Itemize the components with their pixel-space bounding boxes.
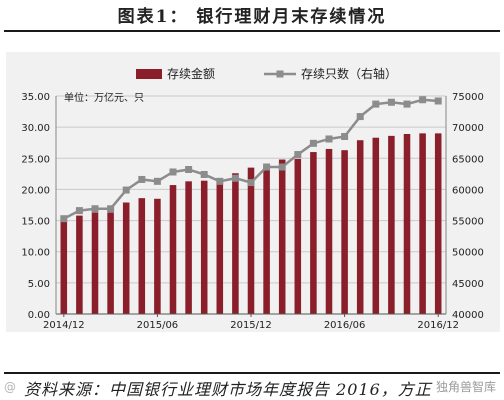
amount-bar bbox=[107, 212, 114, 314]
amount-bar bbox=[294, 158, 302, 314]
count-marker bbox=[372, 100, 380, 108]
y-right-tick-label: 60000 bbox=[452, 185, 484, 196]
legend: 存续金额 存续只数（右轴） bbox=[136, 66, 397, 81]
x-tick-label: 2015/06 bbox=[137, 320, 179, 331]
amount-bar bbox=[403, 133, 411, 314]
count-marker bbox=[263, 163, 271, 171]
count-marker bbox=[60, 215, 68, 223]
count-marker bbox=[153, 177, 161, 185]
amount-bar bbox=[434, 133, 442, 314]
amount-bar bbox=[91, 212, 99, 314]
x-tick-label: 2016/12 bbox=[417, 320, 459, 331]
y-left-tick-label: 10.00 bbox=[21, 248, 50, 259]
y-left-tick-label: 15.00 bbox=[21, 217, 50, 228]
y-right-tick-label: 70000 bbox=[452, 123, 484, 134]
legend-line-marker bbox=[276, 70, 284, 78]
y-right-tick-label: 65000 bbox=[452, 154, 484, 165]
amount-bar bbox=[232, 173, 239, 314]
count-line bbox=[60, 96, 442, 223]
legend-line-label: 存续只数（右轴） bbox=[301, 66, 397, 81]
y-left-tick-label: 20.00 bbox=[21, 185, 50, 196]
combo-chart: 0.00 5.00 10.00 15.00 20.00 25.00 30.00 35.00 40… bbox=[21, 66, 483, 331]
amount-bar bbox=[372, 137, 380, 314]
count-marker bbox=[107, 205, 115, 213]
x-tick-label: 2016/06 bbox=[324, 320, 366, 331]
count-marker bbox=[200, 170, 208, 178]
amount-bar bbox=[247, 167, 255, 314]
x-tick-label: 2014/12 bbox=[43, 320, 85, 331]
y-left-tick-label: 35.00 bbox=[21, 92, 50, 103]
amount-bar bbox=[185, 181, 192, 314]
y-left-tick-label: 0.00 bbox=[28, 310, 50, 321]
amount-bar bbox=[356, 140, 364, 314]
amount-bar bbox=[60, 220, 68, 314]
count-marker bbox=[91, 205, 99, 213]
y-right-tick-label: 45000 bbox=[452, 279, 484, 290]
amount-bar bbox=[138, 198, 146, 314]
count-marker bbox=[294, 151, 302, 159]
count-marker bbox=[403, 100, 411, 108]
source-divider bbox=[4, 372, 500, 374]
unit-note: 单位：万亿元、只 bbox=[64, 91, 144, 104]
count-marker bbox=[434, 97, 442, 105]
legend-bar-label: 存续金额 bbox=[167, 66, 215, 81]
amount-bar bbox=[154, 198, 161, 314]
count-marker bbox=[138, 175, 146, 183]
amount-bar bbox=[216, 180, 224, 314]
y-right-tick-label: 40000 bbox=[452, 310, 484, 321]
amount-bar bbox=[278, 159, 286, 314]
count-marker bbox=[169, 168, 177, 176]
y-right-tick-label: 55000 bbox=[452, 217, 484, 228]
amount-bar bbox=[169, 185, 177, 314]
amount-bar bbox=[122, 202, 130, 314]
axes: 0.00 5.00 10.00 15.00 20.00 25.00 30.00 35.00 40… bbox=[21, 92, 483, 331]
amount-bar bbox=[76, 215, 83, 314]
amount-bar bbox=[325, 148, 333, 314]
y-left-tick-label: 5.00 bbox=[28, 279, 50, 290]
count-marker bbox=[325, 135, 333, 143]
count-marker bbox=[419, 96, 427, 104]
watermark: 独角兽智库 bbox=[435, 380, 496, 394]
figure-title: 图表1： 银行理财月末存续情况 bbox=[117, 7, 387, 27]
count-marker bbox=[387, 98, 395, 106]
amount-bar bbox=[388, 135, 395, 314]
y-left-tick-label: 25.00 bbox=[21, 154, 50, 165]
x-tick-label: 2015/12 bbox=[230, 320, 272, 331]
chart-panel: 0.00 5.00 10.00 15.00 20.00 25.00 30.00 35.00 40… bbox=[6, 52, 500, 332]
count-marker bbox=[185, 165, 193, 173]
title-divider bbox=[4, 30, 500, 32]
count-marker bbox=[216, 177, 224, 185]
count-marker bbox=[122, 186, 130, 194]
y-right-tick-label: 75000 bbox=[452, 92, 484, 103]
watermark-mark: @ bbox=[4, 380, 16, 394]
count-marker bbox=[341, 132, 349, 140]
y-right-tick-label: 50000 bbox=[452, 248, 484, 259]
source-note: 资料来源：中国银行业理财市场年度报告 2016，方正 bbox=[24, 380, 432, 399]
count-marker bbox=[356, 113, 364, 121]
count-marker bbox=[231, 174, 239, 182]
amount-bar bbox=[419, 133, 426, 314]
count-marker bbox=[247, 179, 255, 187]
amount-bar bbox=[263, 166, 270, 314]
amount-bar bbox=[341, 150, 348, 314]
count-marker bbox=[75, 207, 83, 215]
y-left-tick-label: 30.00 bbox=[21, 123, 50, 134]
amount-bars bbox=[60, 133, 442, 314]
count-marker bbox=[309, 139, 317, 147]
amount-bar bbox=[200, 180, 208, 314]
legend-bar-swatch bbox=[136, 69, 162, 79]
count-marker bbox=[278, 163, 286, 171]
amount-bar bbox=[310, 152, 317, 314]
